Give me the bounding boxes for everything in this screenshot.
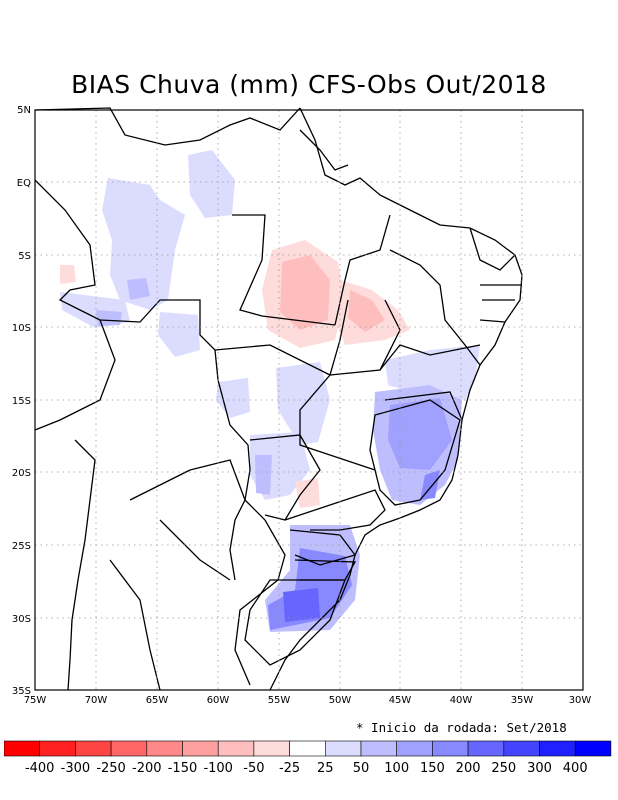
country-border-north	[34, 107, 301, 146]
colorbar-labels: -400 -300 -250 -200 -150 -100 -50 -25 25 50 100 150…	[25, 761, 588, 776]
colorbar-label: 250	[491, 761, 516, 776]
lon-label: 60W	[207, 695, 230, 706]
bias-area-west-core	[96, 310, 122, 326]
bias-area-south-deep	[283, 588, 320, 622]
colorbar-label: 25	[317, 761, 334, 776]
lat-label: 5N	[17, 105, 31, 116]
lon-axis: 75W 70W 65W 60W 55W 50W 45W 40W 35W 30W	[24, 695, 592, 706]
lat-label: 15S	[12, 396, 31, 407]
colorbar-label: -100	[203, 761, 233, 776]
bias-area-northwest	[102, 178, 185, 310]
colorbar-swatch	[396, 740, 433, 757]
colorbar-label: -300	[61, 761, 91, 776]
border-amazonas-para	[232, 214, 336, 326]
colorbar-swatch	[253, 740, 290, 757]
border-argentina	[109, 469, 231, 691]
border-ne-states	[469, 227, 522, 323]
lon-label: 50W	[329, 695, 352, 706]
border-tocantins	[329, 299, 401, 376]
lat-label: EQ	[17, 178, 31, 189]
colorbar-swatch	[432, 740, 469, 757]
bias-area-north	[188, 150, 235, 218]
state-borders	[34, 107, 523, 691]
border-bahia	[379, 344, 481, 421]
colorbar-swatch	[4, 740, 41, 757]
map-title: BIAS Chuva (mm) CFS-Obs Out/2018	[71, 70, 547, 99]
colorbar: -400 -300 -250 -200 -150 -100 -50 -25 25 50 100 150…	[4, 740, 612, 776]
bias-area-mato-grosso	[216, 378, 250, 418]
border-rs	[244, 579, 346, 666]
country-border-west	[34, 179, 286, 686]
bias-area-southeast-core	[420, 470, 440, 500]
colorbar-label: 300	[527, 761, 552, 776]
lon-label: 75W	[24, 695, 47, 706]
border-bolivia	[34, 319, 116, 431]
border-paraguay	[189, 459, 246, 581]
colorbar-swatch	[574, 740, 612, 757]
lat-label: 30S	[12, 614, 31, 625]
bias-area-central	[276, 362, 330, 445]
colorbar-swatch	[39, 740, 76, 757]
lon-label: 70W	[85, 695, 108, 706]
border-chile-coast	[67, 439, 96, 691]
border-para-east	[334, 214, 391, 326]
lat-axis: 5N EQ 5S 10S 15S 20S 25S 30S 35S	[12, 105, 31, 697]
colorbar-swatch	[75, 740, 112, 757]
colorbar-label: -250	[96, 761, 126, 776]
colorbar-label: -25	[279, 761, 300, 776]
colorbar-label: -200	[132, 761, 162, 776]
bias-area-northeast	[385, 345, 480, 400]
border-maranhao-piaui	[389, 249, 481, 366]
lat-label: 10S	[12, 323, 31, 334]
border-ms	[249, 434, 321, 521]
lat-label: 5S	[18, 251, 31, 262]
bias-area-tocantins-core	[348, 290, 385, 332]
graticule	[35, 110, 583, 690]
border-sp	[284, 489, 386, 531]
lon-label: 40W	[450, 695, 473, 706]
border-parana	[289, 529, 357, 566]
colorbar-label: 150	[420, 761, 445, 776]
lon-label: 30W	[569, 695, 592, 706]
colorbar-swatch	[503, 740, 540, 757]
colorbar-label: -50	[243, 761, 264, 776]
lon-label: 45W	[389, 695, 412, 706]
map-figure: 5N EQ 5S 10S 15S 20S 25S 30S 35S 75W 70W…	[12, 105, 592, 706]
lat-label: 20S	[12, 468, 31, 479]
bias-area-minas-core	[388, 398, 452, 470]
bias-area-mg-red	[295, 478, 320, 508]
colorbar-swatch	[217, 740, 255, 757]
colorbar-swatch	[182, 740, 219, 757]
run-note: * Inicio da rodada: Set/2018	[356, 720, 567, 735]
bias-area-northwest-core	[127, 278, 150, 300]
border-amapa	[299, 129, 349, 171]
colorbar-swatch	[539, 740, 576, 757]
colorbar-swatch	[467, 740, 505, 757]
bias-area-small-red	[60, 265, 76, 284]
colorbar-swatches	[4, 740, 612, 757]
colorbar-label: 100	[384, 761, 409, 776]
lat-label: 25S	[12, 541, 31, 552]
lon-label: 65W	[146, 695, 169, 706]
colorbar-label: 200	[456, 761, 481, 776]
lon-label: 55W	[268, 695, 291, 706]
bias-area-para-red-core	[280, 255, 330, 330]
colorbar-label: 50	[353, 761, 370, 776]
colorbar-label: -150	[168, 761, 198, 776]
colorbar-swatch	[324, 740, 362, 757]
border-mt-go	[214, 344, 376, 471]
bias-area-pantanal-core	[255, 455, 272, 495]
bias-shading	[60, 150, 480, 632]
lat-label: 35S	[12, 686, 31, 697]
lon-label: 35W	[511, 695, 534, 706]
colorbar-swatch	[289, 740, 326, 757]
bias-area-rondonia	[158, 312, 200, 357]
map-frame	[34, 109, 584, 691]
colorbar-swatch	[360, 740, 398, 757]
colorbar-label: 400	[563, 761, 588, 776]
colorbar-label: -400	[25, 761, 55, 776]
colorbar-swatch	[146, 740, 183, 757]
colorbar-swatch	[110, 740, 148, 757]
border-minas	[369, 399, 461, 506]
